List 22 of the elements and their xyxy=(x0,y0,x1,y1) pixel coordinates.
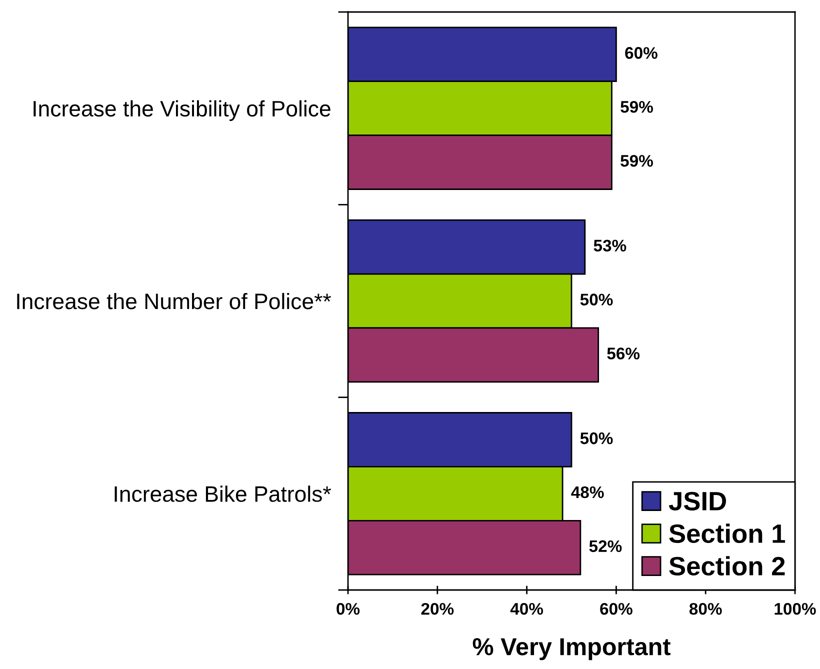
x-tick-label: 60% xyxy=(600,602,632,615)
legend-label: Section 2 xyxy=(669,556,785,576)
y-tick-label: Increase Bike Patrols* xyxy=(114,486,331,502)
data-label: 52% xyxy=(589,540,622,552)
legend-label: Section 1 xyxy=(669,524,786,544)
data-label: 50% xyxy=(580,294,613,306)
y-tick-label: Increase the Visibility of Police xyxy=(34,100,330,121)
data-label: 60% xyxy=(625,47,658,59)
x-tick-label: 80% xyxy=(689,602,722,615)
data-label: 50% xyxy=(580,432,613,444)
y-tick-label: Increase the Number of Police** xyxy=(17,292,332,310)
data-label: 53% xyxy=(594,240,626,252)
x-axis-title: % Very Important xyxy=(472,638,670,660)
legend-label: JSID xyxy=(668,492,726,511)
data-label: 56% xyxy=(607,348,640,360)
data-label: 59% xyxy=(620,101,653,113)
x-tick-label: 0% xyxy=(336,602,360,615)
x-tick-label: 100% xyxy=(774,602,816,615)
data-label: 48% xyxy=(571,486,604,498)
data-label: 59% xyxy=(620,154,653,167)
x-tick-label: 40% xyxy=(510,602,544,615)
x-tick-label: 20% xyxy=(421,602,454,615)
